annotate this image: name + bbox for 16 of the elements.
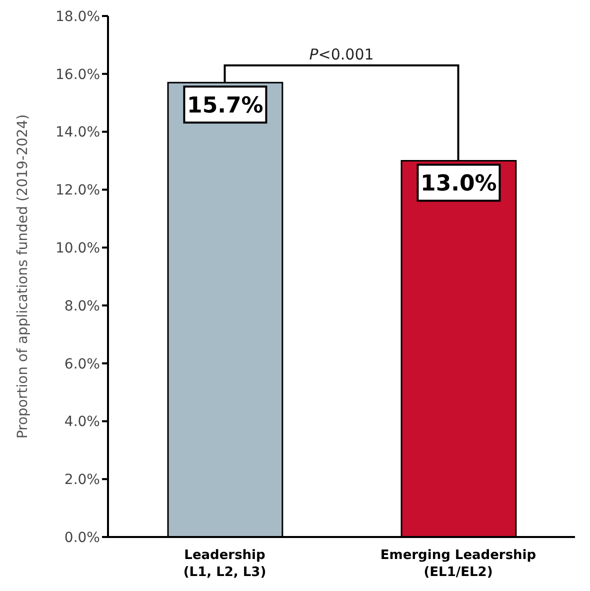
y-tick-label: 6.0% [64,356,100,372]
y-axis-title: Proportion of applications funded (2019-2024) [14,114,31,439]
y-tick-label: 4.0% [64,414,100,430]
y-tick-label: 2.0% [64,472,100,488]
x-tick-label: Leadership (L1, L2, L3) [183,548,266,580]
y-tick-label: 16.0% [56,66,100,83]
y-tick-label: 18.0% [56,8,100,25]
y-tick-label: 14.0% [56,124,100,141]
x-tick-label: Emerging Leadership (EL1/EL2) [380,548,536,580]
data-label: 13.0% [420,172,497,197]
data-label: 15.7% [187,94,264,119]
y-tick-label: 0.0% [64,530,100,546]
y-tick-label: 10.0% [56,240,100,257]
y-tick-label: 12.0% [56,182,100,199]
y-tick-label: 8.0% [64,298,100,314]
annotation: P<0.001 [309,45,374,64]
